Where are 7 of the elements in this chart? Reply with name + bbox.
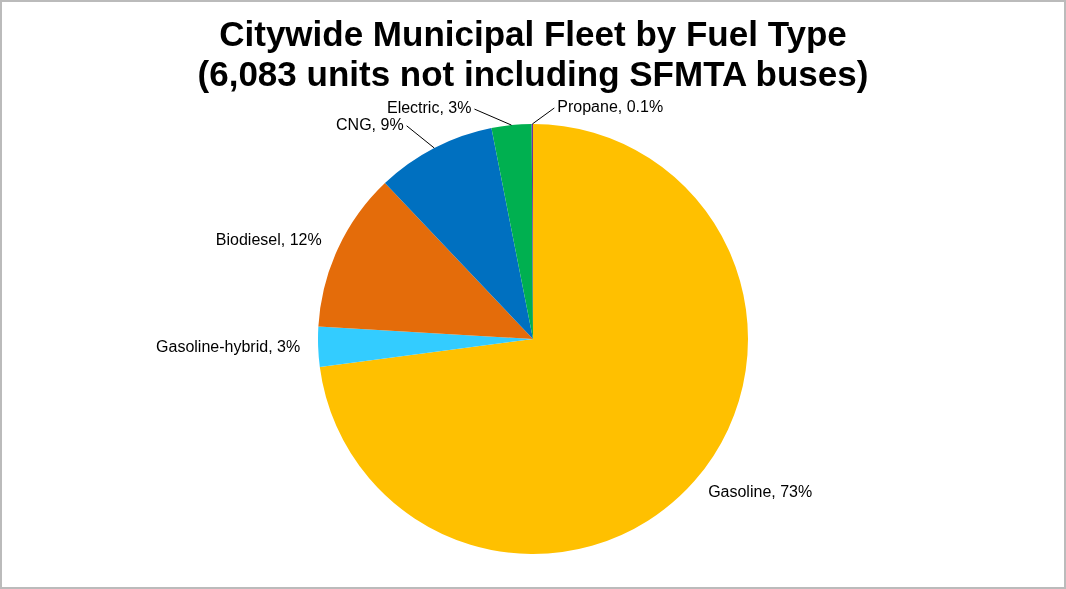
slice-label: Gasoline-hybrid, 3%: [156, 337, 301, 355]
slice-label: Biodiesel, 12%: [215, 231, 322, 249]
chart-title: Citywide Municipal Fleet by Fuel Type (6,083 units not including SFMTA buses): [196, 14, 870, 94]
slice-label: Propane, 0.1%: [557, 98, 664, 116]
slice-label: Electric, 3%: [386, 99, 472, 117]
slice-label: CNG, 9%: [336, 116, 404, 134]
slice-label: Gasoline, 73%: [708, 483, 813, 501]
